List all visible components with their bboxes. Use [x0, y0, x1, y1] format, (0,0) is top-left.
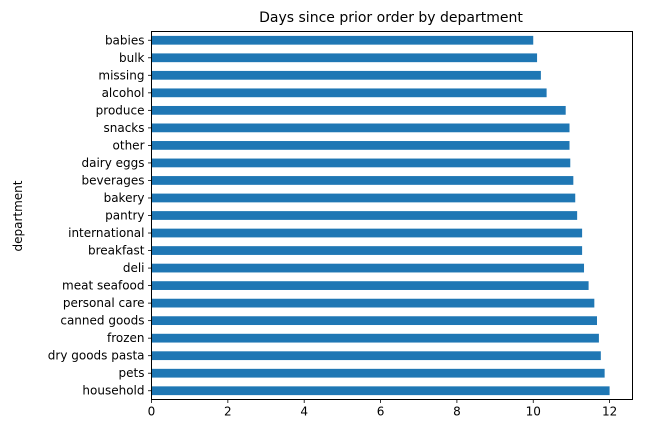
y-axis-title: department [11, 180, 25, 251]
y-tick-label: meat seafood [62, 279, 144, 293]
y-tick-label: bakery [104, 191, 145, 205]
y-tick-label: international [68, 226, 144, 240]
bar-dairy-eggs [151, 158, 571, 168]
plot-frame [151, 31, 633, 400]
y-tick-label: dairy eggs [81, 156, 144, 170]
y-tick-label: dry goods pasta [48, 349, 145, 363]
y-tick-label: bulk [119, 51, 145, 65]
y-tick-label: produce [96, 103, 145, 117]
bar-alcohol [151, 88, 547, 98]
bar-international [151, 228, 583, 238]
bar-frozen [151, 333, 599, 343]
y-tick-label: alcohol [102, 86, 145, 100]
bar-beverages [151, 176, 574, 185]
x-tick-label: 2 [224, 405, 232, 419]
y-axis-ticks: babies bulk missing alcohol produce snacks oth… [48, 33, 152, 398]
y-tick-label: canned goods [60, 314, 144, 328]
bar-pets [151, 368, 605, 378]
bar-canned-goods [151, 316, 597, 326]
bar-deli [151, 263, 585, 273]
bars-layer [151, 35, 610, 396]
y-tick-label: other [113, 138, 145, 152]
x-axis-ticks: 0 2 4 6 8 10 12 [148, 399, 617, 419]
y-tick-label: personal care [63, 296, 145, 310]
x-tick-label: 6 [377, 405, 385, 419]
bar-household [151, 386, 610, 396]
y-tick-label: pets [119, 366, 145, 380]
bar-bakery [151, 193, 576, 203]
y-tick-label: beverages [81, 173, 144, 187]
bar-dry-goods-pasta [151, 351, 601, 361]
bar-snacks [151, 123, 570, 133]
bar-pantry [151, 211, 578, 220]
bar-missing [151, 70, 541, 80]
x-tick-label: 12 [602, 405, 617, 419]
x-tick-label: 8 [453, 405, 461, 419]
x-tick-label: 0 [148, 405, 156, 419]
bar-personal-care [151, 298, 595, 308]
bar-bulk [151, 53, 538, 63]
bar-breakfast [151, 246, 583, 255]
y-tick-label: household [82, 384, 144, 398]
y-tick-label: babies [105, 33, 145, 47]
y-tick-label: frozen [107, 331, 145, 345]
y-tick-label: deli [123, 261, 145, 275]
bar-produce [151, 105, 566, 115]
chart-title: Days since prior order by department [259, 10, 523, 26]
x-tick-label: 10 [526, 405, 541, 419]
y-tick-label: pantry [105, 209, 144, 223]
y-tick-label: breakfast [88, 244, 145, 258]
y-tick-label: snacks [103, 121, 144, 135]
y-tick-label: missing [98, 68, 144, 82]
bar-meat-seafood [151, 281, 589, 290]
x-tick-label: 4 [300, 405, 308, 419]
bar-other [151, 141, 570, 150]
bar-babies [151, 35, 534, 45]
